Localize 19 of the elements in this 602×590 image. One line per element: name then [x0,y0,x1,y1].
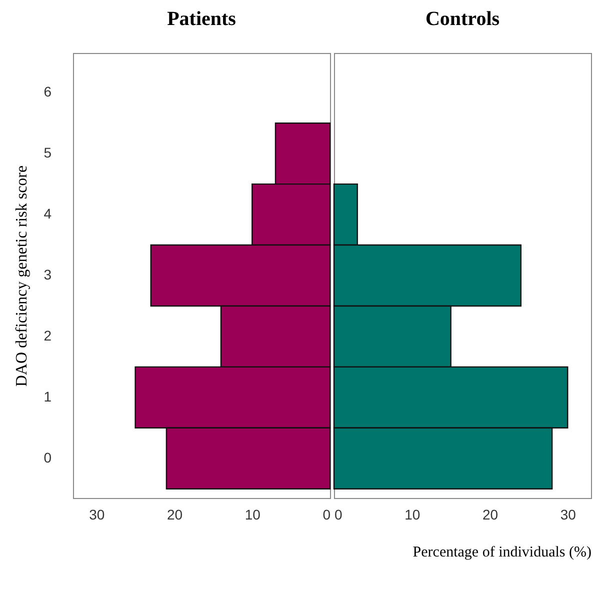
y-tick-label: 3 [44,266,52,282]
x-tick-label: 30 [89,506,105,522]
x-axis-title: Percentage of individuals (%) [412,544,592,560]
x-tick-label: 20 [482,506,498,522]
x-tick-label: 10 [244,506,261,522]
y-axis-title: DAO deficiency genetic risk score [14,165,31,387]
y-tick-label: 0 [44,449,52,466]
x-tick-label: 0 [334,506,342,522]
chart-title: Patients [167,8,236,30]
y-tick-label: 4 [44,206,52,222]
y-tick-label: 1 [44,388,52,404]
x-tick-label: 0 [322,506,331,522]
chart-title: Controls [425,8,500,30]
y-tick-label: 2 [44,327,52,344]
x-tick-label: 10 [404,506,420,522]
x-tick-label: 30 [560,506,576,522]
y-tick-label: 5 [44,144,52,161]
x-tick-label: 20 [166,506,183,522]
y-tick-label: 6 [44,84,52,100]
